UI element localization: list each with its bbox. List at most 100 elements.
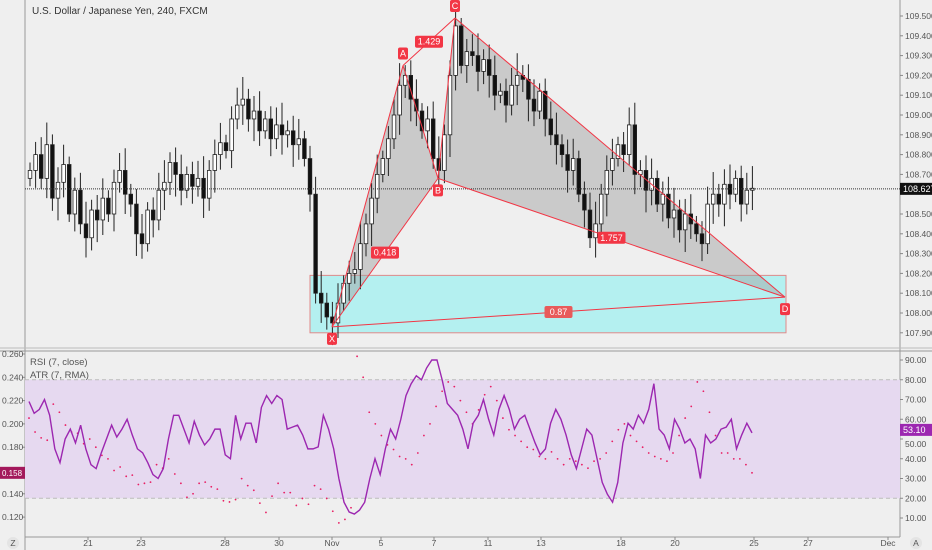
atr-point [101,454,103,457]
candle [346,260,352,301]
candle [184,166,189,199]
candle-body [537,90,542,112]
candle [559,134,565,168]
target-zone[interactable] [309,274,787,334]
auto-scale-button[interactable]: A [910,537,922,549]
candle [190,161,195,204]
candle-body [475,55,481,72]
rsi-last-badge [900,423,932,436]
rsi-series [28,359,753,515]
rsi-tick-label: 30.00 [905,474,927,484]
candle-body [593,223,598,239]
atr-point [459,399,462,402]
candle [117,153,122,193]
candle-body [150,209,156,221]
candle-body [201,177,206,199]
ratio-label-BD: 1.757 [600,233,623,243]
candle [206,160,212,211]
candle-body [111,181,117,215]
candle-body [464,51,469,66]
candle [290,115,296,167]
atr-point [544,457,547,460]
candle [593,201,598,258]
candle [257,91,262,146]
atr-point [46,439,49,442]
candle-body [599,193,604,225]
atr-point [88,438,91,440]
atr-point [137,483,140,486]
ratio-label-AC: 1.429 [418,37,441,47]
candle [739,165,744,222]
candle [318,271,324,323]
candle-body [324,302,329,318]
candle [100,178,105,235]
candle-body [750,187,755,191]
candle [711,172,716,224]
candle-body [447,75,453,136]
candle-body [257,110,262,132]
atr-point [179,482,182,485]
time-tick-label: 20 [670,538,680,548]
candle-body [352,269,357,274]
candle-body [61,164,66,183]
candle-body [380,158,385,175]
atr-point [283,491,286,494]
candle [587,192,593,249]
candle [369,183,374,247]
candle [498,83,503,104]
candle-body [218,142,223,156]
price-tick-label: 108.800 [905,150,932,160]
candle-body [705,203,710,245]
candle [576,150,581,203]
candle [240,76,245,125]
candle-body [565,154,570,171]
candle-body [503,90,509,106]
candle-body [531,98,537,112]
atr-point [64,424,67,426]
candle-body [78,189,83,225]
candle [699,221,705,262]
candle [705,186,710,254]
atr-point [605,452,608,454]
candle-body [195,177,201,187]
atr-point [234,498,237,501]
atr-point [714,434,717,437]
rsi-legend[interactable]: RSI (7, close) [30,357,88,368]
atr-point [726,452,729,454]
atr-point [732,457,735,460]
candle [548,101,553,146]
candle-body [296,138,301,146]
atr-point [192,492,194,495]
candle [632,102,637,195]
atr-point [374,423,377,425]
time-tick-label: 21 [83,538,93,548]
atr-point [684,417,687,419]
time-tick-label: 13 [536,538,546,548]
zoom-button-left[interactable]: Z [7,537,19,549]
candle-body [167,162,173,183]
atr-point [143,482,146,485]
atr-tick-label: 0.120 [2,512,24,522]
last-price-label: 108.627 [903,184,932,194]
candle [128,183,133,217]
atr-point [495,399,498,402]
atr-point [325,497,328,500]
candle-body [89,209,94,239]
candle [414,79,419,127]
candle-body [604,170,609,195]
candle [33,141,38,188]
candle-body [587,209,593,239]
atr-point [745,463,747,466]
candle [733,170,738,203]
candle-body [408,75,413,100]
candle [671,187,677,238]
candle-body [571,158,576,171]
candle-body [486,59,492,76]
candle-body [453,25,458,76]
atr-point [331,510,334,513]
atr-legend[interactable]: ATR (7, RMA) [30,370,89,381]
atr-point [295,504,298,507]
candle-body [162,181,167,191]
candle [615,136,621,167]
